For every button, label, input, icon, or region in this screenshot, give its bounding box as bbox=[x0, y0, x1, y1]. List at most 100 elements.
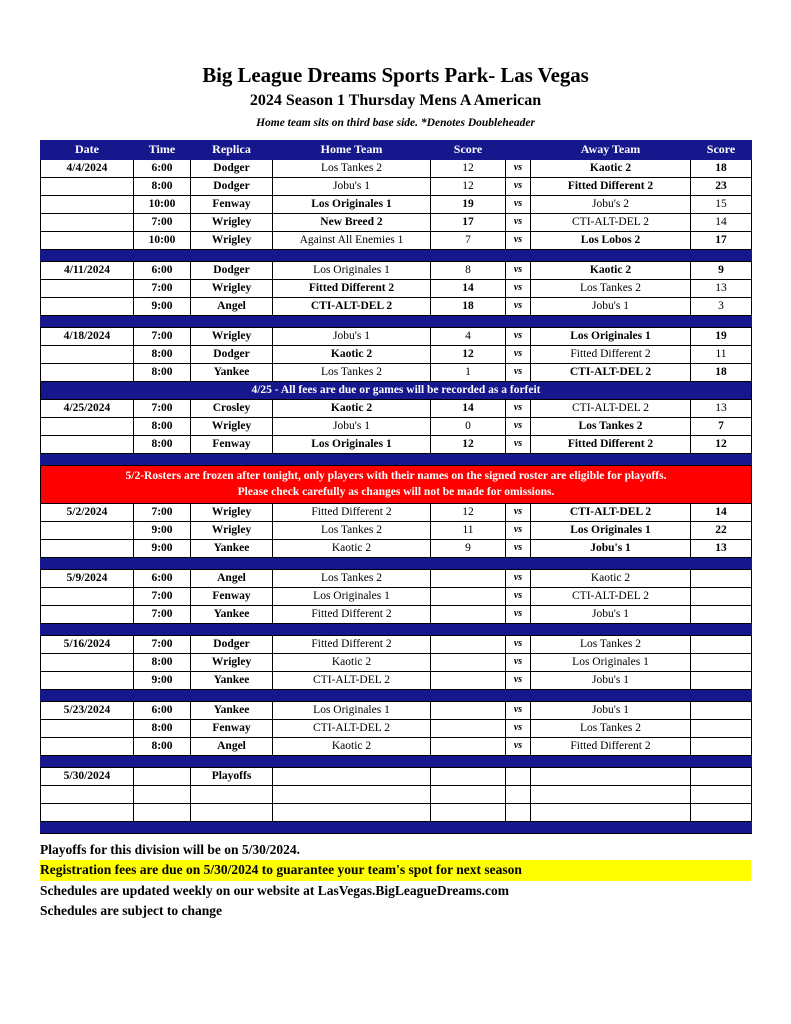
game-date bbox=[40, 802, 134, 822]
roster-notice-line-1: 5/2-Rosters are frozen after tonight, on… bbox=[125, 469, 667, 482]
vs-label: vs bbox=[505, 212, 531, 232]
spacer-row bbox=[40, 452, 752, 466]
game-time: 7:00 bbox=[133, 634, 191, 654]
spacer-cell bbox=[40, 754, 134, 768]
home-team-score bbox=[430, 634, 506, 654]
away-team-score: 19 bbox=[690, 326, 752, 346]
away-team-name: CTI-ALT-DEL 2 bbox=[530, 398, 691, 418]
away-team-name: Jobu's 1 bbox=[530, 670, 691, 690]
home-team-score bbox=[430, 604, 506, 624]
game-time: 9:00 bbox=[133, 520, 191, 540]
game-replica-field: Dodger bbox=[190, 634, 273, 654]
game-time: 6:00 bbox=[133, 260, 191, 280]
spacer-row bbox=[40, 820, 752, 834]
vs-label bbox=[505, 802, 531, 822]
game-date bbox=[40, 718, 134, 738]
spacer-cell bbox=[430, 622, 506, 636]
vs-label: vs bbox=[505, 230, 531, 250]
home-team-score: 17 bbox=[430, 212, 506, 232]
away-team-name: Jobu's 1 bbox=[530, 296, 691, 316]
away-team-score bbox=[690, 784, 752, 804]
spacer-cell bbox=[690, 622, 752, 636]
game-replica-field: Wrigley bbox=[190, 212, 273, 232]
vs-label: vs bbox=[505, 670, 531, 690]
vs-label: vs bbox=[505, 176, 531, 196]
home-team-name: Los Originales 1 bbox=[272, 260, 431, 280]
spacer-cell bbox=[430, 754, 506, 768]
game-date bbox=[40, 784, 134, 804]
game-date bbox=[40, 520, 134, 540]
home-team-score bbox=[430, 718, 506, 738]
spacer-cell bbox=[133, 622, 191, 636]
home-team-score bbox=[430, 652, 506, 672]
vs-label: vs bbox=[505, 278, 531, 298]
home-team-name: Los Originales 1 bbox=[272, 586, 431, 606]
spacer-row bbox=[40, 688, 752, 702]
home-team-name: CTI-ALT-DEL 2 bbox=[272, 670, 431, 690]
spacer-cell bbox=[505, 754, 531, 768]
vs-label: vs bbox=[505, 652, 531, 672]
game-row bbox=[40, 802, 752, 822]
home-team-score: 8 bbox=[430, 260, 506, 280]
away-team-score: 18 bbox=[690, 362, 752, 382]
away-team-score: 22 bbox=[690, 520, 752, 540]
away-team-name: CTI-ALT-DEL 2 bbox=[530, 586, 691, 606]
game-replica-field: Fenway bbox=[190, 718, 273, 738]
spacer-cell bbox=[133, 452, 191, 466]
game-time bbox=[133, 766, 191, 786]
spacer-cell bbox=[133, 314, 191, 328]
game-row: 8:00 Dodger Jobu's 1 12 vs Fitted Different 2… bbox=[40, 176, 752, 196]
home-team-score: 7 bbox=[430, 230, 506, 250]
away-team-score bbox=[690, 736, 752, 756]
game-time: 6:00 bbox=[133, 158, 191, 178]
footer-line-2: Registration fees are due on 5/30/2024 t… bbox=[40, 860, 751, 881]
document-header: Big League Dreams Sports Park- Las Vegas… bbox=[40, 0, 751, 133]
fees-notice-row: 4/25 - All fees are due or games will be… bbox=[40, 380, 752, 400]
away-team-name: Fitted Different 2 bbox=[530, 736, 691, 756]
home-team-score: 11 bbox=[430, 520, 506, 540]
home-team-score: 1 bbox=[430, 362, 506, 382]
game-time: 10:00 bbox=[133, 194, 191, 214]
spacer-cell bbox=[530, 754, 691, 768]
away-team-score bbox=[690, 586, 752, 606]
game-row: 5/23/2024 6:00 Yankee Los Originales 1 vs Job… bbox=[40, 700, 752, 720]
away-team-name: Los Originales 1 bbox=[530, 652, 691, 672]
footer-line-4: Schedules are subject to change bbox=[40, 903, 222, 919]
spacer-cell bbox=[190, 452, 273, 466]
game-date bbox=[40, 296, 134, 316]
game-time: 7:00 bbox=[133, 212, 191, 232]
game-row: 4/11/2024 6:00 Dodger Los Originales 1 8 vs Ka… bbox=[40, 260, 752, 280]
game-row: 7:00 Yankee Fitted Different 2 vs Jobu's 1 bbox=[40, 604, 752, 624]
spacer-cell bbox=[530, 314, 691, 328]
game-replica-field: Angel bbox=[190, 296, 273, 316]
spacer-cell bbox=[272, 248, 431, 262]
roster-notice-line-2: Please check carefully as changes will n… bbox=[237, 486, 555, 499]
home-team-name: Fitted Different 2 bbox=[272, 604, 431, 624]
home-team-score: 12 bbox=[430, 502, 506, 522]
game-date bbox=[40, 194, 134, 214]
spacer-cell bbox=[505, 248, 531, 262]
game-row: 9:00 Yankee CTI-ALT-DEL 2 vs Jobu's 1 bbox=[40, 670, 752, 690]
game-replica-field: Yankee bbox=[190, 604, 273, 624]
away-team-name: Los Tankes 2 bbox=[530, 416, 691, 436]
column-header-away-team: Away Team bbox=[530, 139, 691, 160]
spacer-cell bbox=[430, 688, 506, 702]
away-team-name: Jobu's 1 bbox=[530, 538, 691, 558]
page-title: Big League Dreams Sports Park- Las Vegas bbox=[202, 63, 589, 87]
vs-label: vs bbox=[505, 296, 531, 316]
home-team-score: 4 bbox=[430, 326, 506, 346]
away-team-score bbox=[690, 634, 752, 654]
away-team-name: Kaotic 2 bbox=[530, 568, 691, 588]
home-team-score: 14 bbox=[430, 398, 506, 418]
game-time: 6:00 bbox=[133, 700, 191, 720]
game-date: 5/30/2024 bbox=[40, 766, 134, 786]
away-team-name bbox=[530, 802, 691, 822]
home-team-name: Jobu's 1 bbox=[272, 176, 431, 196]
vs-label: vs bbox=[505, 520, 531, 540]
game-replica-field: Fenway bbox=[190, 586, 273, 606]
game-date bbox=[40, 230, 134, 250]
away-team-score bbox=[690, 700, 752, 720]
game-date bbox=[40, 586, 134, 606]
